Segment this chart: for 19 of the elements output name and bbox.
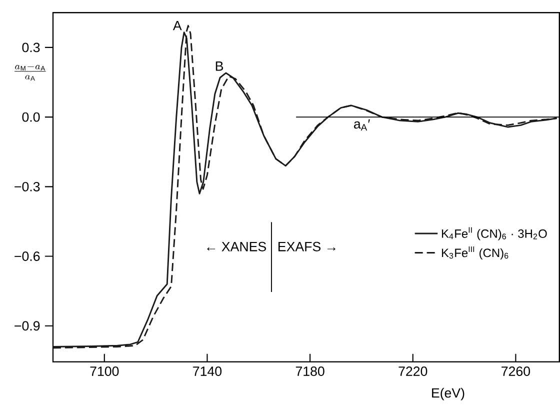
x-axis-title: E(eV) xyxy=(432,388,464,400)
y-tick-label: −0.6 xyxy=(14,252,40,262)
annotation: ← XANES xyxy=(207,242,266,252)
x-tick-label: 7180 xyxy=(296,366,324,376)
x-tick-label: 7100 xyxy=(90,366,119,376)
legend-label: K$_{3}$Fe$^{III}$ (CN)$_{6}$ xyxy=(442,246,508,260)
annotation: B xyxy=(216,62,224,71)
y-tick-label: 0.0 xyxy=(22,112,40,122)
x-tick-label: 7220 xyxy=(398,366,428,376)
text: K$_{4}$Fe$^{II}$ (CN)$_{6}$ · 3H$_{2}$O xyxy=(442,227,547,240)
annotation: a$_{A}$′ xyxy=(354,119,370,131)
y-tick-label: −0.9 xyxy=(14,321,40,331)
y-tick-label: −0.3 xyxy=(14,182,40,192)
y-tick-label: 0.3 xyxy=(22,42,40,52)
x-tick-label: 7140 xyxy=(193,366,222,376)
x-tick-label: 7260 xyxy=(502,366,530,376)
y-axis-title: $\frac{a_{\mathrm{M}}-a_{\mathrm{A}}}{a_{\mathrm{A}}}$ xyxy=(14,65,46,81)
annotation: EXAFS → xyxy=(278,242,336,252)
annotation: A xyxy=(172,21,182,30)
